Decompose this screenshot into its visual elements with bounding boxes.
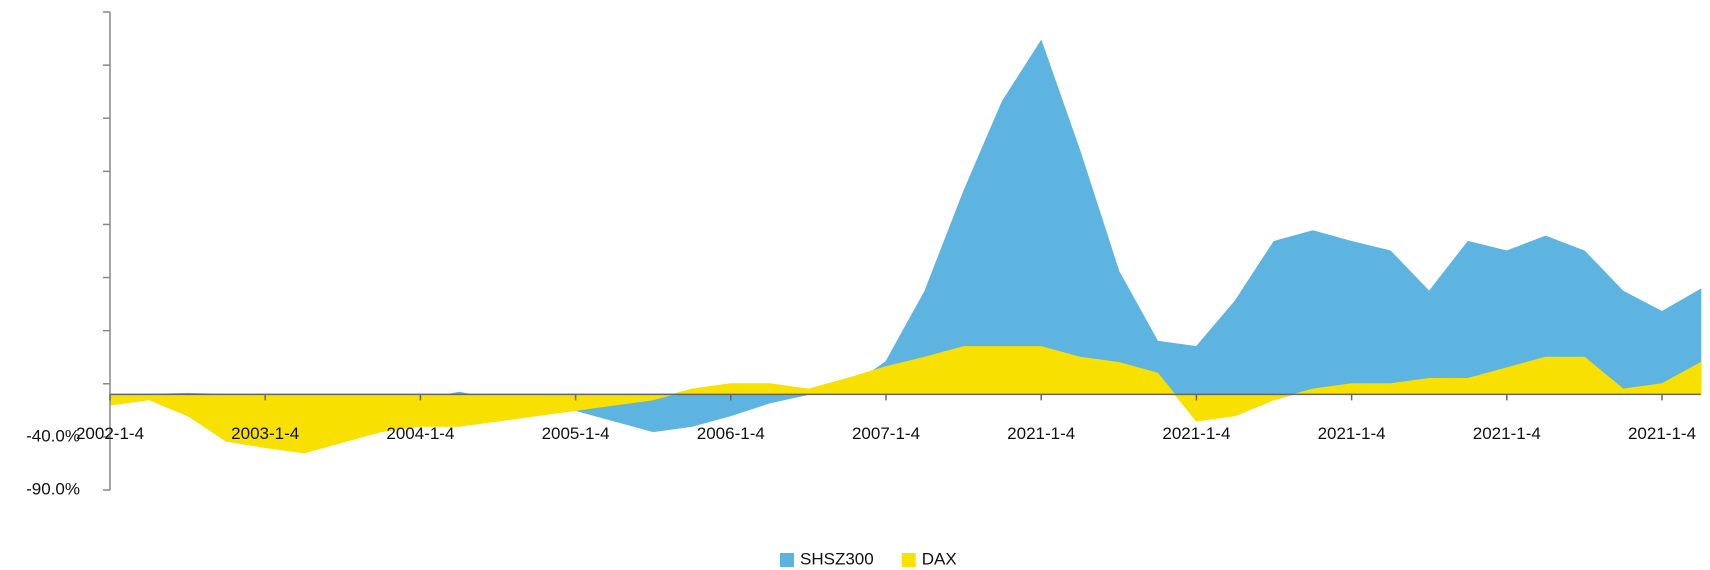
y-tick-label: -90.0%	[26, 479, 80, 498]
legend-swatch	[780, 553, 794, 567]
x-tick-label: 2005-1-4	[542, 424, 610, 443]
legend-swatch	[901, 553, 916, 567]
legend-label: SHSZ300	[800, 549, 874, 568]
area	[109, 346, 1702, 454]
x-tick-label: 2003-1-4	[231, 424, 299, 443]
x-tick-label: 2006-1-4	[697, 424, 765, 443]
x-tick-label: 2002-1-4	[76, 424, 144, 443]
y-tick-label: -40.0%	[26, 426, 80, 445]
x-tick-label: 2021-1-4	[1473, 424, 1541, 443]
x-tick-label: 2021-1-4	[1007, 424, 1075, 443]
legend-label: DAX	[922, 549, 957, 568]
x-tick-label: 2007-1-4	[852, 424, 920, 443]
x-tick-label: 2021-1-4	[1628, 424, 1696, 443]
x-tick-label: 2021-1-4	[1162, 424, 1230, 443]
x-tick-label: 2004-1-4	[386, 424, 454, 443]
x-tick-label: 2021-1-4	[1318, 424, 1386, 443]
